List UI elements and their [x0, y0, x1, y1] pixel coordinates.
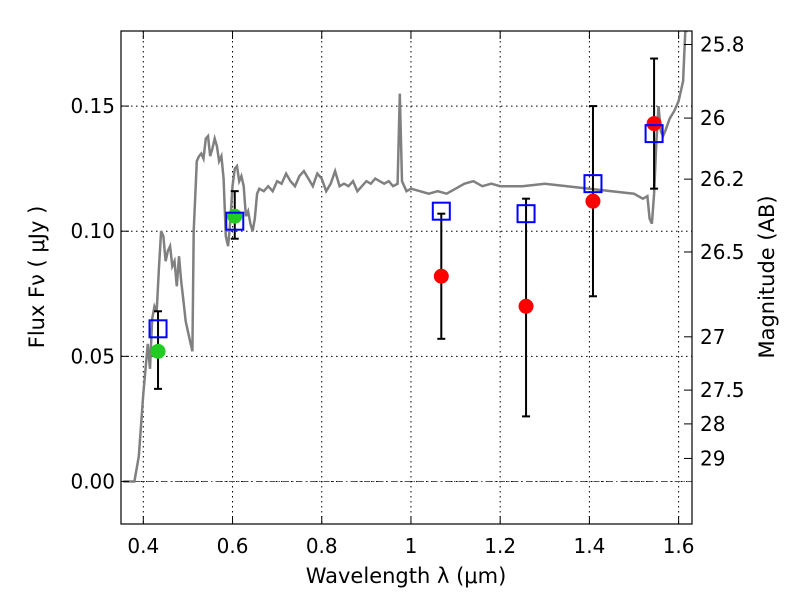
data-markers — [148, 116, 664, 359]
magnitude-tick-label: 27 — [700, 325, 725, 349]
x-tick-labels: 0.4 0.6 0.8 1 1.2 1.4 1.6 — [127, 534, 694, 558]
magnitude-tick-labels: 25.8 26 26.2 26.5 27 27.5 28 29 — [700, 33, 745, 471]
magnitude-tick-label: 26.2 — [700, 167, 745, 191]
model-flux-square — [516, 204, 536, 224]
y-tick-label: 0.10 — [70, 219, 115, 243]
ticks — [121, 31, 692, 524]
model-flux-square — [431, 201, 451, 221]
y-tick-label: 0.00 — [70, 469, 115, 493]
photometry-point — [150, 343, 166, 359]
photometry-point — [585, 193, 601, 209]
photometry-point — [646, 116, 662, 132]
model-flux-square — [644, 124, 664, 144]
model-flux-square — [148, 319, 168, 339]
x-tick-label: 0.4 — [127, 534, 159, 558]
photometry-point — [433, 268, 449, 284]
x-tick-label: 1 — [405, 534, 418, 558]
x-tick-label: 1.4 — [573, 534, 605, 558]
plot-frame — [120, 30, 693, 525]
magnitude-tick-label: 26 — [700, 106, 725, 130]
y-axis-label: Flux Fν ( μJy ) — [25, 206, 49, 349]
y-tick-label: 0.05 — [70, 344, 115, 368]
model-flux-square — [583, 174, 603, 194]
x-axis-label: Wavelength λ (μm) — [306, 564, 507, 588]
x-tick-label: 0.8 — [306, 534, 338, 558]
magnitude-tick-label: 28 — [700, 412, 725, 436]
x-tick-label: 0.6 — [217, 534, 249, 558]
magnitude-tick-label: 25.8 — [700, 33, 745, 57]
model-spectrum — [123, 31, 688, 483]
y-tick-label: 0.15 — [70, 94, 115, 118]
grid — [121, 31, 692, 524]
magnitude-tick-label: 26.5 — [700, 240, 745, 264]
right-axis-label: Magnitude (AB) — [755, 195, 779, 358]
magnitude-tick-label: 29 — [700, 446, 725, 470]
magnitude-tick-label: 27.5 — [700, 378, 745, 402]
x-tick-label: 1.2 — [484, 534, 516, 558]
y-tick-labels: 0.00 0.05 0.10 0.15 — [70, 94, 115, 493]
photometry-point — [518, 298, 534, 314]
photometry-point — [227, 208, 243, 224]
model-flux-square — [225, 211, 245, 231]
spectrum-line — [123, 31, 688, 483]
x-tick-label: 1.6 — [663, 534, 695, 558]
